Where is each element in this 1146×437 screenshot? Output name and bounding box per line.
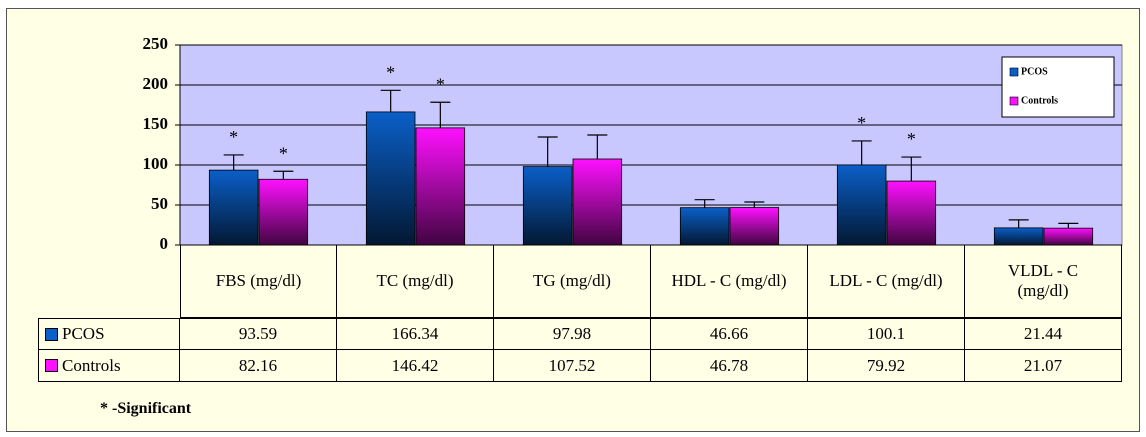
- table-value: 21.07: [965, 350, 1122, 382]
- x-tick-label: VLDL - C (mg/dl): [965, 245, 1122, 318]
- table-row-label: Controls: [38, 350, 180, 382]
- y-tick-label: 50: [151, 194, 168, 213]
- bar: [886, 180, 937, 246]
- table-value: 107.52: [494, 350, 651, 382]
- table-value: 146.42: [337, 350, 494, 382]
- bar: [522, 166, 573, 246]
- table-row-label: PCOS: [38, 318, 180, 350]
- significance-marker: *: [907, 129, 916, 149]
- bar: [993, 227, 1044, 246]
- bar: [836, 164, 887, 246]
- table-value: 21.44: [965, 318, 1122, 350]
- x-tick-label: LDL - C (mg/dl): [808, 245, 965, 318]
- table-value: 46.78: [651, 350, 808, 382]
- y-tick-label: 0: [160, 234, 169, 253]
- table-row-name: Controls: [62, 355, 121, 375]
- table-value: 100.1: [808, 318, 965, 350]
- y-tick-label: 100: [143, 154, 169, 173]
- significance-marker: *: [386, 62, 395, 82]
- bar: [729, 207, 780, 246]
- legend-label: Controls: [1021, 95, 1058, 106]
- x-tick-label: FBS (mg/dl): [180, 245, 337, 318]
- footnote: * -Significant: [100, 400, 192, 417]
- bar: [365, 111, 416, 246]
- y-tick-label: 250: [143, 34, 169, 53]
- table-row-name: PCOS: [62, 324, 105, 343]
- legend-swatch: [45, 359, 58, 372]
- significance-marker: *: [436, 74, 445, 94]
- bar: [258, 178, 309, 246]
- legend-label: PCOS: [1021, 66, 1048, 77]
- table-value: 97.98: [494, 318, 651, 350]
- x-tick-label: HDL - C (mg/dl): [651, 245, 808, 318]
- table-value: 82.16: [180, 350, 337, 382]
- table-value: 166.34: [337, 318, 494, 350]
- legend-swatch: [1009, 96, 1019, 106]
- table-value: 93.59: [180, 318, 337, 350]
- x-tick-label: TC (mg/dl): [337, 245, 494, 318]
- plot-area: [179, 44, 1123, 246]
- table-value: 79.92: [808, 350, 965, 382]
- x-tick-label: TG (mg/dl): [494, 245, 651, 318]
- bar: [679, 207, 730, 246]
- legend-swatch: [45, 327, 58, 341]
- significance-marker: *: [229, 127, 238, 147]
- legend-box: [1001, 56, 1115, 118]
- bar: [572, 158, 623, 246]
- significance-marker: *: [857, 113, 866, 133]
- bar: [208, 169, 259, 246]
- significance-marker: *: [279, 143, 288, 163]
- y-tick-label: 200: [143, 74, 169, 93]
- y-tick-label: 150: [143, 114, 169, 133]
- bar: [415, 127, 466, 246]
- legend-swatch: [1009, 67, 1019, 77]
- bar: [1043, 227, 1094, 246]
- table-value: 46.66: [651, 318, 808, 350]
